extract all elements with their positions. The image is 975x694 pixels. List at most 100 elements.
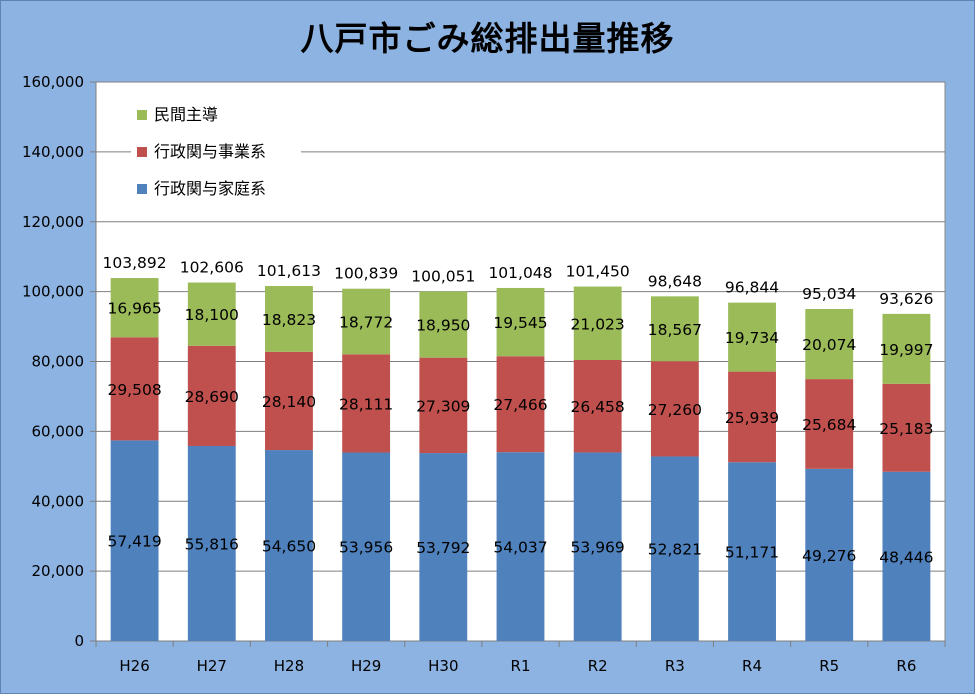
data-label: 26,458 [571,398,625,416]
x-tick-label: R5 [819,657,839,675]
data-label: 57,419 [107,533,161,551]
data-label: 28,111 [339,395,393,413]
total-label: 102,606 [180,259,244,277]
bar-segment [265,351,313,451]
legend-label: 民間主導 [154,105,218,124]
x-tick-label: R1 [511,657,531,675]
total-label: 101,450 [566,263,630,281]
bar-segment [496,452,545,641]
data-label: 25,183 [879,420,933,438]
data-label: 18,772 [339,313,393,331]
y-tick-label: 80,000 [32,353,85,371]
bar-segment [728,302,776,372]
data-label: 19,734 [725,329,779,347]
bar-segment [805,468,854,641]
bar-segment [187,282,236,346]
bar-segment [110,440,159,641]
x-tick-label: R2 [588,657,608,675]
bar-segment [265,450,313,641]
x-tick-label: R6 [896,657,916,675]
data-label: 53,969 [571,539,625,557]
data-label: 54,650 [262,538,316,556]
bar-segment [342,354,391,453]
data-label: 53,792 [416,539,470,557]
legend-label: 行政関与家庭系 [154,179,266,198]
data-label: 51,171 [725,544,779,562]
y-tick-label: 0 [74,632,84,650]
legend-background [131,102,301,126]
bar-segment [882,471,931,641]
bar-segment [110,278,159,338]
x-tick-label: H29 [351,657,381,675]
data-label: 54,037 [493,539,547,557]
total-label: 95,034 [802,285,856,303]
data-label: 18,950 [416,317,470,335]
bar-segment [342,452,391,641]
data-label: 29,508 [107,381,161,399]
legend-background [131,139,301,163]
legend-swatch [137,147,147,157]
data-label: 16,965 [107,300,161,318]
bar-segment [419,291,468,358]
x-tick-label: H30 [428,657,458,675]
legend-background [131,176,301,200]
y-tick-label: 60,000 [32,422,85,440]
legend-swatch [137,184,147,194]
bar-segment [110,337,159,441]
bar-segment [419,357,468,454]
legend-label: 行政関与事業系 [154,142,266,161]
total-label: 103,892 [103,254,167,272]
y-tick-label: 40,000 [32,492,85,510]
bar-segment [882,383,931,472]
data-label: 27,309 [416,397,470,415]
data-label: 25,939 [725,409,779,427]
chart-title: 八戸市ごみ総排出量推移 [300,19,675,58]
x-tick-label: H26 [119,657,149,675]
data-label: 28,690 [185,388,239,406]
data-label: 27,260 [648,401,702,419]
total-label: 96,844 [725,279,779,297]
x-tick-label: R3 [665,657,685,675]
bar-segment [573,360,622,453]
y-tick-label: 20,000 [32,562,85,580]
data-label: 20,074 [802,336,856,354]
bar-segment [496,356,545,453]
x-tick-label: H28 [274,657,304,675]
bar-segment [573,452,622,641]
bar-segment [805,379,854,469]
bar-segment [573,286,622,361]
data-label: 18,823 [262,311,316,329]
bar-segment [496,287,545,357]
y-tick-label: 120,000 [22,213,84,231]
y-tick-label: 100,000 [22,283,84,301]
bar-segment [187,445,236,641]
bar-segment [650,456,699,641]
x-tick-label: H27 [197,657,227,675]
bar-segment [419,453,468,641]
data-label: 18,567 [648,321,702,339]
bar-segment [187,345,236,446]
data-label: 55,816 [185,535,239,553]
data-label: 28,140 [262,393,316,411]
bar-segment [650,361,699,457]
data-label: 49,276 [802,547,856,565]
bar-segment [342,288,391,355]
bar-segment [650,296,699,362]
data-label: 52,821 [648,541,702,559]
data-label: 25,684 [802,416,856,434]
y-tick-label: 160,000 [22,73,84,91]
data-label: 21,023 [571,315,625,333]
bar-segment [805,308,854,380]
total-label: 93,626 [879,290,933,308]
total-label: 100,051 [411,267,475,285]
total-label: 98,648 [648,272,702,290]
data-label: 18,100 [185,306,239,324]
data-label: 19,545 [493,314,547,332]
legend-swatch [137,110,147,120]
x-tick-label: R4 [742,657,762,675]
y-tick-label: 140,000 [22,143,84,161]
data-label: 27,466 [493,396,547,414]
bar-segment [265,285,313,352]
total-label: 100,839 [334,265,398,283]
